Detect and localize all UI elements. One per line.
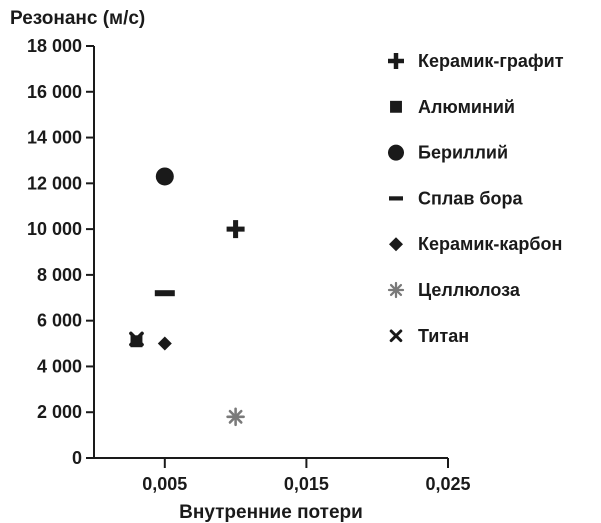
- legend-item: Алюминий: [390, 97, 515, 117]
- y-tick-label: 18 000: [27, 36, 82, 56]
- y-tick-label: 14 000: [27, 128, 82, 148]
- legend-item: Керамик-графит: [388, 51, 564, 71]
- data-point: [226, 407, 245, 427]
- data-points: [129, 167, 245, 427]
- x-ticks: 0,005 0,015 0,025: [142, 458, 471, 494]
- legend-label: Керамик-карбон: [418, 234, 562, 254]
- legend: Керамик-графит Алюминий Бериллий Сплав бора…: [387, 51, 564, 346]
- data-point: [155, 167, 174, 186]
- y-tick-label: 8 000: [37, 265, 82, 285]
- y-tick-label: 4 000: [37, 356, 82, 376]
- x-axis-label: Внутренние потери: [179, 502, 363, 523]
- square-icon: [390, 100, 402, 113]
- legend-item: Керамик-карбон: [389, 234, 562, 254]
- legend-label: Титан: [418, 326, 469, 346]
- y-tick-label: 2 000: [37, 402, 82, 422]
- x-tick-label: 0,015: [284, 474, 329, 494]
- y-tick-label: 16 000: [27, 82, 82, 102]
- plus-icon: [388, 53, 404, 69]
- legend-item: Титан: [389, 326, 469, 346]
- legend-label: Алюминий: [418, 97, 515, 117]
- data-point: [129, 331, 144, 347]
- data-point: [154, 290, 175, 297]
- y-tick-label: 10 000: [27, 219, 82, 239]
- x-tick-label: 0,025: [425, 474, 470, 494]
- plot-area: [93, 46, 448, 459]
- legend-item: Бериллий: [388, 143, 508, 163]
- legend-label: Бериллий: [418, 143, 508, 163]
- legend-label: Сплав бора: [418, 188, 523, 208]
- y-axis-label: Резонанс (м/с): [10, 8, 145, 29]
- legend-item: Целлюлоза: [387, 280, 521, 300]
- y-tick-label: 0: [72, 448, 82, 468]
- legend-item: Сплав бора: [389, 188, 523, 208]
- data-point: [226, 220, 245, 239]
- x-tick-label: 0,005: [142, 474, 187, 494]
- asterisk-icon: [387, 281, 405, 299]
- cross-icon: [389, 329, 403, 343]
- data-point: [157, 336, 172, 351]
- y-ticks: 0 2 000 4 000 6 000 8 000 10 000 12 000 14 000 1…: [27, 36, 94, 468]
- legend-label: Целлюлоза: [418, 280, 521, 300]
- dash-icon: [389, 196, 403, 201]
- legend-label: Керамик-графит: [418, 51, 564, 71]
- circle-icon: [388, 144, 404, 161]
- y-tick-label: 12 000: [27, 173, 82, 193]
- diamond-icon: [389, 237, 403, 252]
- y-tick-label: 6 000: [37, 311, 82, 331]
